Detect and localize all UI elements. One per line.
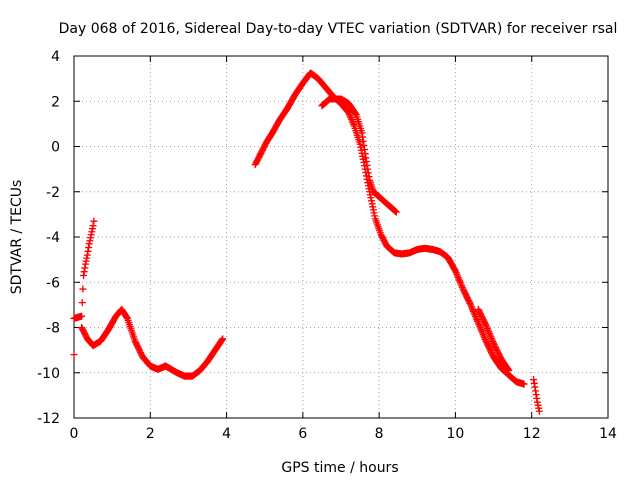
- data-point: [70, 351, 78, 359]
- data-point: [487, 334, 495, 342]
- data-point: [467, 303, 475, 311]
- data-point: [90, 217, 98, 225]
- data-point: [489, 338, 497, 346]
- x-tick-label: 12: [523, 426, 541, 442]
- data-point: [454, 274, 462, 282]
- data-point: [485, 328, 493, 336]
- data-point: [451, 267, 459, 275]
- data-point: [472, 314, 480, 322]
- data-point: [483, 323, 491, 331]
- data-point: [452, 269, 460, 277]
- data-point: [467, 301, 475, 309]
- x-tick-label: 0: [70, 426, 79, 442]
- x-tick-label: 14: [599, 426, 617, 442]
- y-tick-label: -10: [37, 366, 60, 382]
- data-points: [70, 69, 543, 415]
- data-series: [70, 217, 98, 359]
- data-series: [318, 95, 400, 216]
- data-point: [481, 334, 489, 342]
- x-tick-label: 10: [447, 426, 465, 442]
- data-point: [476, 322, 484, 330]
- data-point: [79, 285, 87, 293]
- data-point: [484, 326, 492, 334]
- y-tick-label: -6: [46, 275, 60, 291]
- data-point: [488, 336, 496, 344]
- x-tick-label: 6: [298, 426, 307, 442]
- data-series: [78, 305, 227, 380]
- chart-title: Day 068 of 2016, Sidereal Day-to-day VTE…: [59, 21, 618, 37]
- y-tick-label: 0: [51, 140, 60, 156]
- data-point: [458, 282, 466, 290]
- data-series: [251, 69, 528, 388]
- data-point: [482, 321, 490, 329]
- data-point: [481, 335, 489, 343]
- data-point: [458, 283, 466, 291]
- y-tick-label: -2: [46, 185, 60, 201]
- y-axis-label: SDTVAR / TECUs: [9, 180, 25, 295]
- data-point: [474, 319, 482, 327]
- data-point: [477, 326, 485, 334]
- data-series: [474, 305, 513, 374]
- data-point: [123, 313, 131, 321]
- data-point: [453, 270, 461, 278]
- data-point: [78, 299, 86, 307]
- data-point: [478, 329, 486, 337]
- tick-labels: 0 2 4 6 8 10 12 14 -12 -10 -8 -6 -4 -2 0 2 4: [37, 49, 617, 442]
- data-point: [454, 272, 462, 280]
- data-point: [352, 110, 360, 118]
- data-point: [470, 309, 478, 317]
- data-point: [473, 316, 481, 324]
- x-tick-label: 8: [375, 426, 384, 442]
- data-point: [475, 321, 483, 329]
- data-point: [456, 277, 464, 285]
- x-tick-label: 4: [222, 426, 231, 442]
- data-point: [466, 299, 474, 307]
- grid: [74, 56, 608, 418]
- y-tick-label: -4: [46, 230, 60, 246]
- data-point: [392, 208, 400, 216]
- x-axis-label: GPS time / hours: [281, 460, 398, 476]
- data-point: [487, 333, 495, 341]
- data-point: [219, 335, 227, 343]
- data-point: [479, 330, 487, 338]
- x-tick-label: 2: [146, 426, 155, 442]
- y-tick-label: 2: [51, 94, 60, 110]
- data-point: [78, 312, 86, 320]
- data-point: [474, 317, 482, 325]
- data-point: [476, 324, 484, 332]
- data-point: [457, 280, 465, 288]
- data-point: [504, 365, 512, 373]
- data-point: [520, 380, 528, 388]
- data-point: [471, 311, 479, 319]
- data-point: [481, 320, 489, 328]
- data-point: [535, 407, 543, 415]
- data-point: [483, 325, 491, 333]
- data-series: [530, 376, 543, 415]
- data-point: [218, 336, 226, 344]
- data-point: [480, 332, 488, 340]
- data-point: [478, 327, 486, 335]
- data-point: [468, 304, 476, 312]
- axis-ticks: [73, 55, 609, 419]
- data-point: [485, 329, 493, 337]
- y-tick-label: -12: [37, 411, 60, 427]
- data-point: [472, 312, 480, 320]
- data-point: [505, 366, 513, 374]
- data-point: [456, 278, 464, 286]
- data-point: [486, 331, 494, 339]
- y-tick-label: 4: [51, 49, 60, 65]
- data-point: [455, 275, 463, 283]
- data-point: [89, 222, 97, 230]
- y-tick-label: -8: [46, 321, 60, 337]
